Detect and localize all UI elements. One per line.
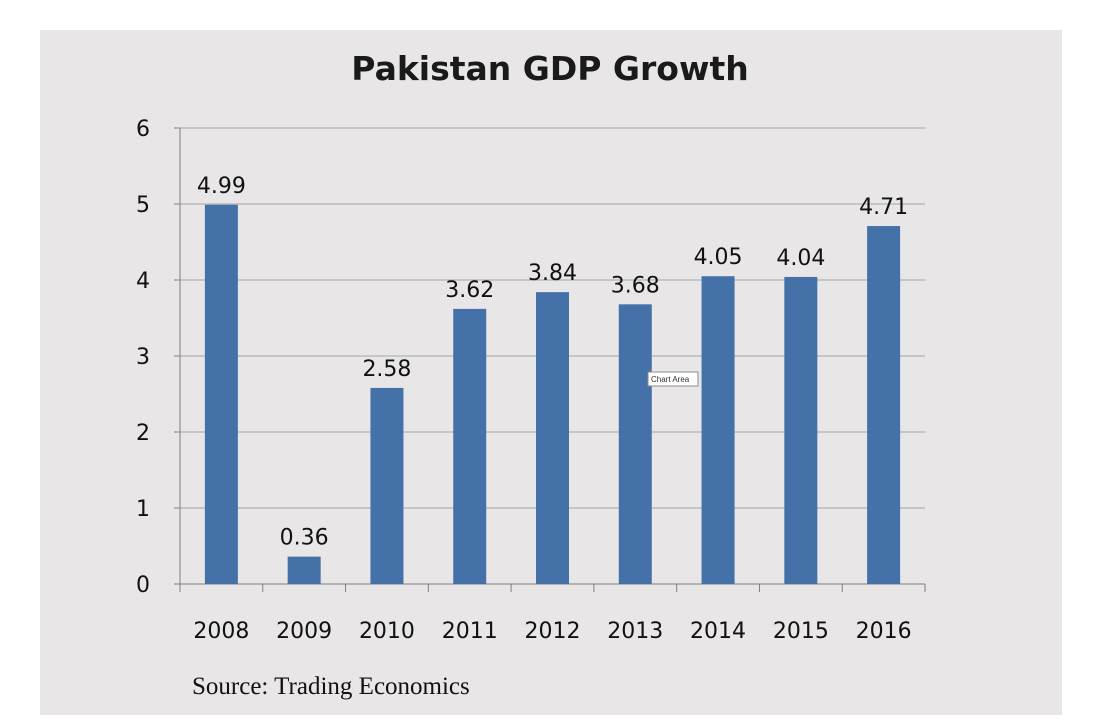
- x-tick-label-2008: 2008: [193, 619, 249, 644]
- y-tick-label: 2: [136, 421, 150, 446]
- y-tick-label: 1: [136, 497, 150, 522]
- axes: 0 1 2 3 4 5 6 2008 2009 2010 2011 2012 2013 2014 2015 2…: [136, 117, 926, 644]
- data-label-2010: 2.58: [362, 357, 411, 382]
- data-label-2009: 0.36: [280, 526, 329, 551]
- y-tick-label: 6: [136, 117, 150, 142]
- data-label-2011: 3.62: [445, 278, 494, 303]
- data-label-2008: 4.99: [197, 174, 246, 199]
- bar-2014: [701, 276, 735, 584]
- data-label-2016: 4.71: [859, 195, 908, 220]
- x-tick-label-2011: 2011: [442, 619, 498, 644]
- x-tick-label-2012: 2012: [525, 619, 581, 644]
- data-labels: 4.99 0.36 2.58 3.62 3.84 3.68 4.05 4.04 4.71: [197, 174, 908, 551]
- x-tick-label-2010: 2010: [359, 619, 415, 644]
- tooltip-box: [647, 371, 699, 387]
- bar-2013: [618, 304, 652, 584]
- y-tick-label: 4: [136, 269, 150, 294]
- x-tick-label-2009: 2009: [276, 619, 332, 644]
- bar-2012: [536, 292, 569, 584]
- source-note: Source: Trading Economics: [192, 673, 470, 700]
- bar-2010: [370, 387, 404, 584]
- y-tick-label: 5: [136, 193, 150, 218]
- bar-chart: Pakistan GDP Growth 0 1 2 3 4 5 6 2008 2009 2010 2…: [136, 49, 926, 700]
- bar-2009: [287, 556, 321, 584]
- bar-2008: [204, 204, 238, 584]
- x-tick-label-2013: 2013: [607, 619, 663, 644]
- chart-area-tooltip: Chart Area: [647, 371, 699, 387]
- y-tick-label: 3: [136, 345, 150, 370]
- y-tick-label: 0: [136, 573, 150, 598]
- bar-2016: [867, 226, 901, 585]
- data-label-2012: 3.84: [528, 261, 577, 286]
- chart-title: Pakistan GDP Growth: [351, 49, 748, 88]
- data-label-2015: 4.04: [776, 246, 825, 271]
- x-tick-label-2014: 2014: [690, 619, 746, 644]
- data-label-2013: 3.68: [611, 273, 660, 298]
- x-tick-label-2015: 2015: [773, 619, 829, 644]
- bar-2015: [784, 276, 818, 584]
- x-tick-label-2016: 2016: [856, 619, 912, 644]
- tooltip-label: Chart Area: [651, 375, 690, 384]
- data-label-2014: 4.05: [694, 245, 743, 270]
- bars: [204, 204, 901, 585]
- bar-2011: [453, 308, 487, 584]
- chart-area[interactable]: Pakistan GDP Growth 0 1 2 3 4 5 6 2008 2009 2010 2…: [40, 30, 1062, 715]
